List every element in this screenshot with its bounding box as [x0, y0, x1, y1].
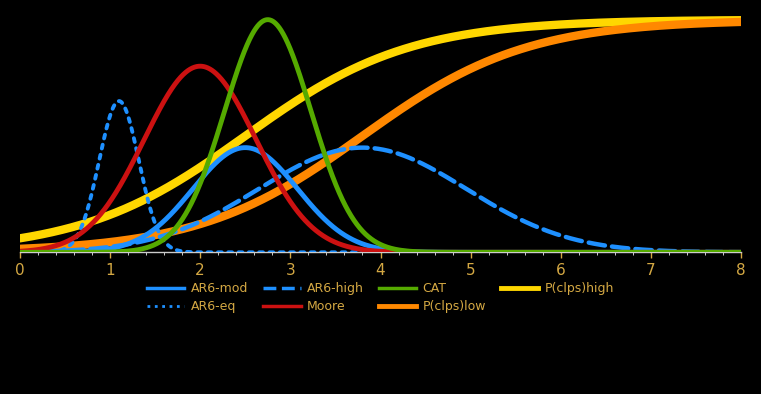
P(clps)low: [347, 141, 356, 146]
Line: P(clps)high: P(clps)high: [20, 20, 741, 238]
P(clps)low: [583, 31, 592, 36]
CAT: [716, 250, 725, 255]
AR6-eq: [52, 249, 61, 254]
CAT: [263, 17, 272, 22]
P(clps)low: [737, 20, 746, 24]
AR6-high: [737, 250, 746, 255]
AR6-mod: [15, 250, 24, 255]
CAT: [366, 236, 375, 241]
AR6-high: [366, 146, 375, 151]
P(clps)low: [715, 20, 724, 25]
AR6-mod: [584, 250, 593, 255]
P(clps)high: [347, 67, 356, 72]
AR6-eq: [15, 250, 24, 255]
AR6-eq: [715, 250, 724, 255]
CAT: [52, 250, 61, 255]
AR6-mod: [347, 237, 356, 242]
CAT: [715, 250, 724, 255]
P(clps)high: [737, 18, 746, 22]
AR6-high: [715, 250, 724, 255]
Moore: [347, 245, 356, 250]
Legend: AR6-mod, AR6-eq, AR6-high, Moore, CAT, P(clps)low, P(clps)high: AR6-mod, AR6-eq, AR6-high, Moore, CAT, P…: [147, 282, 614, 313]
AR6-high: [15, 249, 24, 254]
Moore: [52, 243, 61, 248]
Moore: [716, 250, 725, 255]
AR6-eq: [737, 250, 746, 255]
P(clps)high: [366, 59, 375, 63]
Moore: [366, 248, 375, 253]
Line: Moore: Moore: [20, 66, 741, 252]
Moore: [737, 250, 746, 255]
Moore: [15, 249, 24, 254]
P(clps)high: [583, 21, 592, 26]
AR6-high: [347, 146, 356, 151]
Line: AR6-high: AR6-high: [20, 148, 741, 252]
P(clps)low: [715, 20, 724, 25]
AR6-high: [52, 249, 61, 253]
AR6-eq: [716, 250, 725, 255]
P(clps)high: [15, 236, 24, 241]
Moore: [196, 64, 205, 69]
Moore: [715, 250, 724, 255]
CAT: [15, 250, 24, 255]
AR6-mod: [715, 250, 724, 255]
CAT: [347, 215, 356, 219]
Line: AR6-eq: AR6-eq: [20, 101, 741, 252]
AR6-high: [584, 240, 593, 245]
P(clps)high: [715, 18, 724, 23]
AR6-eq: [347, 250, 356, 255]
AR6-eq: [366, 250, 375, 255]
AR6-eq: [584, 250, 593, 255]
P(clps)low: [52, 245, 61, 249]
AR6-mod: [366, 244, 375, 249]
P(clps)low: [366, 128, 375, 133]
Line: P(clps)low: P(clps)low: [20, 22, 741, 249]
Moore: [584, 250, 593, 255]
P(clps)high: [52, 229, 61, 234]
AR6-high: [716, 250, 725, 255]
AR6-eq: [114, 99, 123, 104]
AR6-mod: [737, 250, 746, 255]
AR6-high: [358, 145, 368, 150]
CAT: [737, 250, 746, 255]
Line: AR6-mod: AR6-mod: [20, 148, 741, 252]
AR6-mod: [240, 145, 250, 150]
AR6-mod: [716, 250, 725, 255]
P(clps)low: [15, 246, 24, 251]
P(clps)high: [715, 18, 724, 23]
AR6-mod: [52, 250, 61, 255]
Line: CAT: CAT: [20, 20, 741, 252]
CAT: [584, 250, 593, 255]
